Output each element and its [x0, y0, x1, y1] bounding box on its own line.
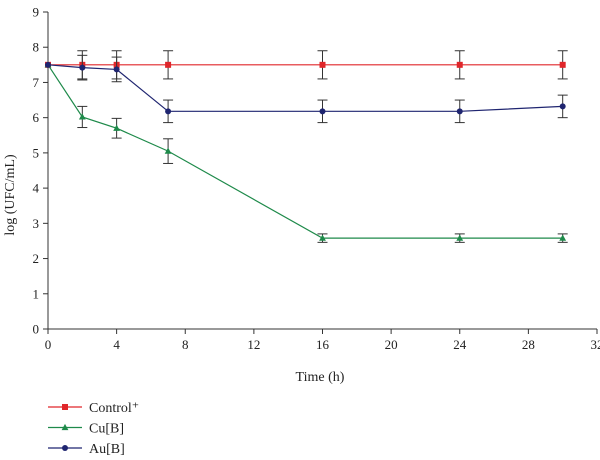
x-tick-label: 8	[182, 337, 189, 352]
legend-marker	[62, 445, 68, 451]
y-tick-label: 7	[33, 75, 40, 90]
data-point	[319, 108, 326, 115]
data-point	[559, 61, 566, 68]
data-point	[319, 234, 326, 241]
series-2	[45, 54, 568, 124]
data-point	[456, 108, 463, 115]
data-point	[113, 124, 121, 131]
data-point	[456, 61, 463, 68]
data-point	[79, 64, 86, 71]
data-point	[113, 66, 120, 73]
y-tick-label: 0	[33, 322, 40, 337]
series-1	[44, 61, 568, 243]
y-tick-label: 6	[33, 110, 40, 125]
series-layer	[44, 50, 568, 243]
data-point	[164, 147, 172, 154]
legend-label: Au[B]	[89, 442, 125, 457]
legend-marker	[62, 404, 68, 410]
x-tick-label: 24	[453, 337, 467, 352]
x-tick-label: 0	[45, 337, 52, 352]
data-point	[319, 61, 326, 68]
legend-label: Control⁺	[89, 401, 139, 416]
x-tick-label: 20	[385, 337, 398, 352]
data-point	[45, 61, 51, 68]
y-tick-label: 3	[33, 216, 40, 231]
data-point	[559, 234, 567, 241]
y-axis-title: log (UFC/mL)	[3, 154, 18, 236]
x-tick-label: 28	[522, 337, 535, 352]
data-point	[165, 108, 172, 115]
y-tick-label: 2	[33, 251, 40, 266]
y-tick-label: 1	[33, 286, 40, 301]
data-point	[456, 234, 464, 241]
legend-marker	[61, 423, 69, 431]
y-tick-label: 8	[33, 40, 40, 55]
x-tick-label: 16	[316, 337, 330, 352]
x-tick-label: 32	[591, 337, 600, 352]
data-point	[165, 61, 172, 68]
legend-label: Cu[B]	[89, 422, 124, 437]
series-line	[47, 64, 563, 239]
axes: 0123456789048121620242832	[33, 5, 600, 353]
x-axis-title: Time (h)	[296, 370, 345, 385]
y-tick-label: 4	[33, 181, 40, 196]
legend: Control⁺ Cu[B] Au[B]	[48, 401, 139, 457]
y-tick-label: 5	[33, 145, 40, 160]
data-point	[559, 103, 566, 110]
series-line	[47, 64, 563, 112]
x-tick-label: 12	[247, 337, 260, 352]
x-tick-label: 4	[113, 337, 120, 352]
data-point	[78, 113, 86, 120]
y-tick-label: 9	[33, 5, 40, 20]
